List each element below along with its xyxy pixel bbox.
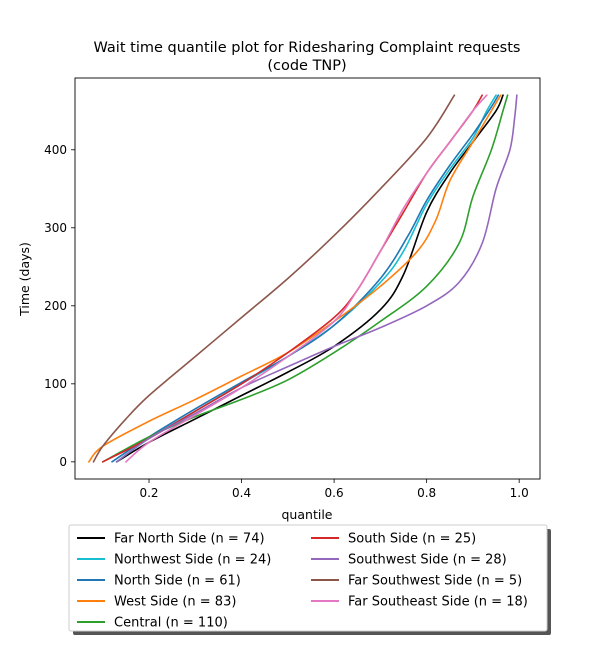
legend-box xyxy=(68,524,548,632)
legend-label: Far Southwest Side (n = 5) xyxy=(348,574,522,589)
y-tick-label: 400 xyxy=(44,143,67,157)
legend-item-far-southwest-side: Far Southwest Side (n = 5) xyxy=(311,574,522,589)
legend-label: South Side (n = 25) xyxy=(348,532,476,547)
series-line-south-side xyxy=(101,94,483,463)
chart-title-line-2: (code TNP) xyxy=(267,58,346,74)
plot-frame xyxy=(74,77,541,480)
series-line-far-north-side xyxy=(115,94,504,463)
x-axis: 0.2 0.4 0.6 0.8 1.0 xyxy=(139,479,529,500)
y-tick-label: 200 xyxy=(44,299,67,313)
x-tick-label: 0.4 xyxy=(232,486,251,500)
series-line-southwest-side xyxy=(115,94,518,463)
legend-label: Northwest Side (n = 24) xyxy=(114,553,271,568)
legend-items: Far North Side (n = 74) Northwest Side (n… xyxy=(77,532,528,631)
x-tick-label: 0.8 xyxy=(417,486,436,500)
y-tick-label: 0 xyxy=(59,455,67,469)
y-axis-label: Time (days) xyxy=(17,242,32,317)
y-axis: 0 100 200 300 400 xyxy=(44,143,75,469)
legend-label: Central (n = 110) xyxy=(114,616,228,631)
legend-label: Far North Side (n = 74) xyxy=(114,532,265,547)
legend-item-west-side: West Side (n = 83) xyxy=(77,595,236,610)
y-tick-label: 100 xyxy=(44,377,67,391)
y-tick-label: 300 xyxy=(44,221,67,235)
legend-label: Far Southeast Side (n = 18) xyxy=(348,595,528,610)
legend-item-far-southeast-side: Far Southeast Side (n = 18) xyxy=(311,595,528,610)
chart-title-line-1: Wait time quantile plot for Ridesharing … xyxy=(94,40,521,56)
series-line-central xyxy=(101,94,509,463)
series-line-northwest-side xyxy=(115,94,497,463)
series-line-far-southeast-side xyxy=(125,94,488,463)
legend-item-south-side: South Side (n = 25) xyxy=(311,532,476,547)
legend-item-southwest-side: Southwest Side (n = 28) xyxy=(311,553,507,568)
legend-item-central: Central (n = 110) xyxy=(77,616,228,631)
legend-item-far-north-side: Far North Side (n = 74) xyxy=(77,532,265,547)
x-tick-label: 0.2 xyxy=(139,486,158,500)
series-line-north-side xyxy=(111,94,500,463)
legend-label: Southwest Side (n = 28) xyxy=(348,553,507,568)
legend-item-northwest-side: Northwest Side (n = 24) xyxy=(77,553,271,568)
x-tick-label: 0.6 xyxy=(325,486,344,500)
legend-item-north-side: North Side (n = 61) xyxy=(77,574,241,589)
legend-label: West Side (n = 83) xyxy=(114,595,236,610)
series-line-far-southwest-side xyxy=(92,94,456,463)
series-layer xyxy=(88,94,518,463)
legend-label: North Side (n = 61) xyxy=(114,574,241,589)
x-axis-label: quantile xyxy=(282,507,333,522)
legend: Far North Side (n = 74) Northwest Side (n… xyxy=(68,524,551,635)
series-line-west-side xyxy=(88,94,502,463)
x-tick-label: 1.0 xyxy=(510,486,529,500)
